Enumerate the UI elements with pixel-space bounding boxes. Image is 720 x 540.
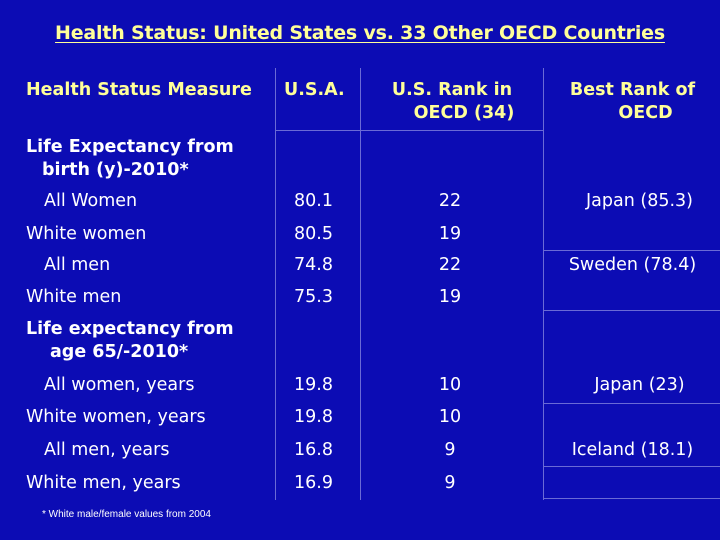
row-usa: 74.8 <box>294 255 333 275</box>
row-measure: White men <box>26 287 122 307</box>
row-measure: White women, years <box>26 407 206 427</box>
row-best: Sweden (78.4) <box>568 255 697 275</box>
footnote: * White male/female values from 2004 <box>42 509 211 520</box>
grid-hline-6 <box>543 498 720 499</box>
header-usa: U.S.A. <box>284 80 345 100</box>
row-rank: 19 <box>438 287 462 307</box>
header-measure: Health Status Measure <box>26 80 252 100</box>
row-rank: 9 <box>444 473 456 493</box>
row-usa: 16.9 <box>294 473 333 493</box>
grid-vline-1 <box>275 68 276 500</box>
row-usa: 75.3 <box>294 287 333 307</box>
row-best: Japan (85.3) <box>586 191 693 211</box>
row-measure: All women, years <box>44 375 195 395</box>
header-best-line1: Best Rank of <box>569 80 696 100</box>
row-usa: 80.5 <box>294 224 333 244</box>
grid-hline-5 <box>543 466 720 467</box>
header-rank-line2: OECD (34) <box>413 103 515 123</box>
section-life-expectancy-birth: Life Expectancy from <box>26 137 234 157</box>
grid-hline-2 <box>543 250 720 251</box>
grid-hline-1 <box>275 130 543 131</box>
grid-hline-3 <box>543 310 720 311</box>
header-rank-line1: U.S. Rank in <box>391 80 513 100</box>
row-measure: All men, years <box>44 440 170 460</box>
row-usa: 19.8 <box>294 407 333 427</box>
grid-vline-2 <box>360 68 361 500</box>
row-usa: 16.8 <box>294 440 333 460</box>
row-measure: All Women <box>44 191 138 211</box>
row-measure: White women <box>26 224 147 244</box>
row-usa: 80.1 <box>294 191 333 211</box>
row-measure: All men <box>44 255 111 275</box>
header-best-line2: OECD <box>618 103 673 123</box>
row-rank: 19 <box>438 224 462 244</box>
row-rank: 10 <box>438 375 462 395</box>
section-life-expectancy-birth-line2: birth (y)-2010* <box>42 160 189 180</box>
row-rank: 10 <box>438 407 462 427</box>
row-rank: 9 <box>444 440 456 460</box>
row-rank: 22 <box>438 191 462 211</box>
grid-hline-4 <box>543 403 720 404</box>
row-measure: White men, years <box>26 473 181 493</box>
slide-title: Health Status: United States vs. 33 Othe… <box>55 22 665 44</box>
grid-vline-3 <box>543 68 544 500</box>
section-life-expectancy-65-line2: age 65/-2010* <box>50 342 189 362</box>
row-rank: 22 <box>438 255 462 275</box>
section-life-expectancy-65: Life expectancy from <box>26 319 234 339</box>
row-usa: 19.8 <box>294 375 333 395</box>
row-best: Iceland (18.1) <box>571 440 694 460</box>
row-best: Japan (23) <box>594 375 685 395</box>
